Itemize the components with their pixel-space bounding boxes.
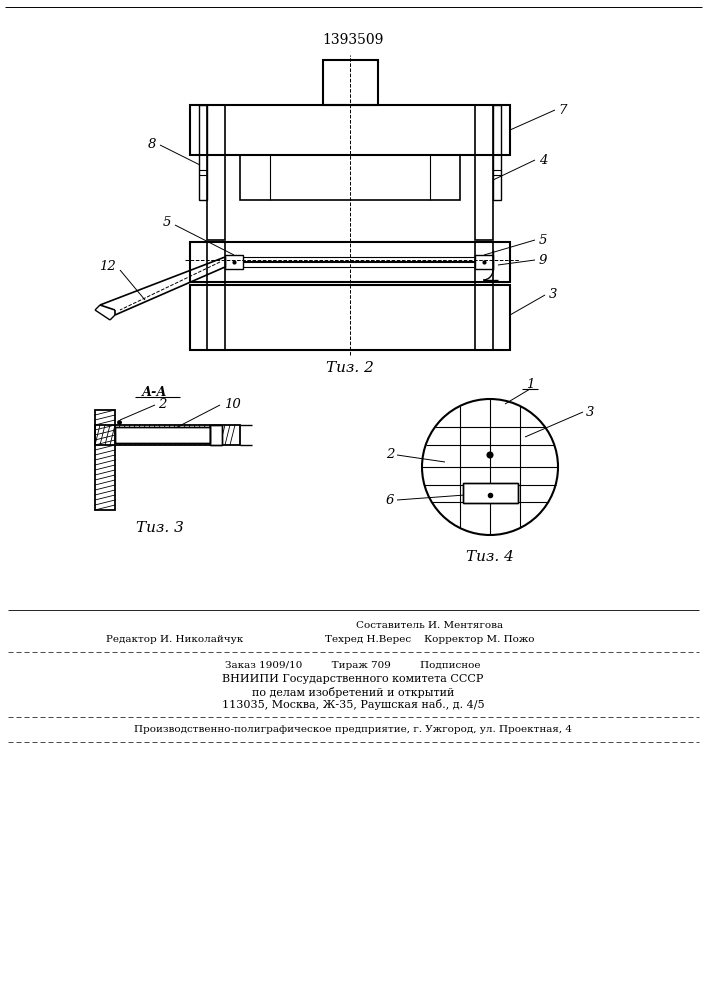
Text: 7: 7 <box>558 104 566 116</box>
Text: Техред Н.Верес    Корректор М. Пожо: Техред Н.Верес Корректор М. Пожо <box>325 636 534 645</box>
Text: 4: 4 <box>539 153 547 166</box>
Text: А-А: А-А <box>142 385 168 398</box>
Bar <box>95 425 240 445</box>
Text: 5: 5 <box>539 233 547 246</box>
Text: по делам изобретений и открытий: по делам изобретений и открытий <box>252 686 454 698</box>
Circle shape <box>487 452 493 458</box>
Bar <box>95 410 115 510</box>
Bar <box>210 425 222 445</box>
Bar <box>323 60 378 105</box>
Bar <box>475 242 493 350</box>
Bar <box>493 105 501 200</box>
Bar <box>190 242 510 282</box>
Bar <box>475 255 493 269</box>
Bar <box>210 425 222 445</box>
Bar <box>463 483 518 503</box>
Bar <box>190 105 510 155</box>
Bar <box>240 155 460 200</box>
Text: Составитель И. Ментягова: Составитель И. Ментягова <box>356 620 503 630</box>
Text: 1393509: 1393509 <box>322 33 384 47</box>
Bar <box>115 427 210 443</box>
Text: Производственно-полиграфическое предприятие, г. Ужгород, ул. Проектная, 4: Производственно-полиграфическое предприя… <box>134 726 572 734</box>
Text: 1: 1 <box>526 377 534 390</box>
Bar <box>199 105 207 200</box>
Text: Заказ 1909/10         Тираж 709         Подписное: Заказ 1909/10 Тираж 709 Подписное <box>226 660 481 670</box>
Text: Τиз. 4: Τиз. 4 <box>466 550 514 564</box>
Text: 3: 3 <box>586 406 595 418</box>
Bar <box>115 427 210 443</box>
Text: 8: 8 <box>148 138 156 151</box>
Text: Редактор И. Николайчук: Редактор И. Николайчук <box>106 636 244 645</box>
Bar <box>207 105 225 240</box>
Bar <box>225 255 243 269</box>
Text: Τиз. 2: Τиз. 2 <box>326 361 374 375</box>
Bar <box>475 105 493 240</box>
Text: 9: 9 <box>539 253 547 266</box>
Text: Τиз. 3: Τиз. 3 <box>136 521 184 535</box>
Text: 10: 10 <box>224 398 241 412</box>
Text: 2: 2 <box>385 448 394 462</box>
Text: ВНИИПИ Государственного комитета СССР: ВНИИПИ Государственного комитета СССР <box>222 674 484 684</box>
Text: 5: 5 <box>163 216 171 229</box>
Bar <box>463 483 518 503</box>
Bar <box>207 242 225 350</box>
Text: 2: 2 <box>158 398 166 412</box>
Text: 113035, Москва, Ж-35, Раушская наб., д. 4/5: 113035, Москва, Ж-35, Раушская наб., д. … <box>222 700 484 710</box>
Text: 3: 3 <box>549 288 557 302</box>
Text: 6: 6 <box>385 493 394 506</box>
Text: 12: 12 <box>99 260 116 273</box>
Bar <box>190 285 510 350</box>
